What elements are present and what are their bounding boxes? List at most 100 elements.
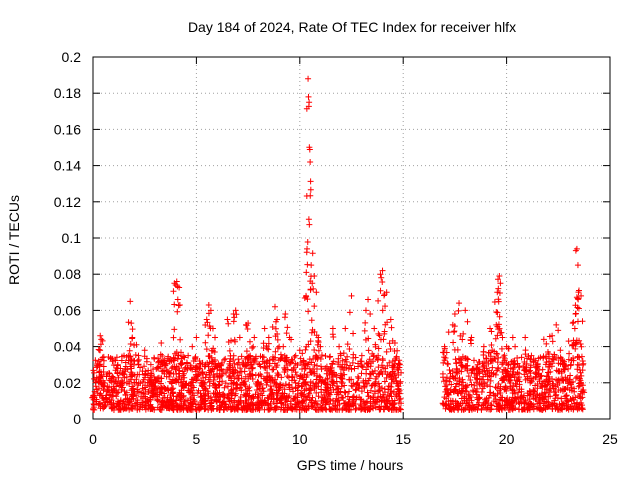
data-point [517, 394, 524, 401]
data-point [96, 368, 103, 375]
data-point [494, 289, 501, 296]
data-point [237, 381, 244, 388]
data-point [198, 369, 205, 376]
data-point [507, 385, 514, 392]
data-point [497, 280, 504, 287]
data-point [458, 357, 465, 364]
data-point [493, 403, 500, 410]
data-point [489, 364, 496, 371]
data-point [188, 379, 195, 386]
data-points [89, 75, 588, 413]
data-point [265, 395, 272, 402]
data-point [170, 354, 177, 361]
data-point [462, 355, 469, 362]
data-point [511, 395, 518, 402]
data-point [303, 293, 310, 300]
data-point [138, 399, 145, 406]
data-point [372, 343, 379, 350]
data-point [287, 359, 294, 366]
data-point [580, 386, 587, 393]
data-point [328, 376, 335, 383]
data-point [94, 363, 101, 370]
data-point [196, 365, 203, 372]
data-point [381, 328, 388, 335]
data-point [502, 384, 509, 391]
data-point [261, 364, 268, 371]
y-tick-label: 0.18 [54, 85, 81, 101]
data-point [321, 379, 328, 386]
data-point [526, 387, 533, 394]
data-point [525, 368, 532, 375]
data-point [296, 375, 303, 382]
data-point [559, 401, 566, 408]
data-point [498, 345, 505, 352]
data-point [492, 355, 499, 362]
data-point [167, 356, 174, 363]
data-point [564, 405, 571, 412]
data-point [526, 406, 533, 413]
data-point [357, 406, 364, 413]
data-point [371, 390, 378, 397]
data-point [127, 376, 134, 383]
data-point [192, 371, 199, 378]
data-point [299, 350, 306, 357]
data-point [126, 347, 133, 354]
data-point [391, 339, 398, 346]
data-point [306, 396, 313, 403]
data-point [482, 371, 489, 378]
data-point [180, 400, 187, 407]
data-point [474, 406, 481, 413]
y-tick-label: 0 [73, 411, 81, 427]
data-point [307, 158, 314, 165]
data-point [361, 327, 368, 334]
y-tick-label: 0.04 [54, 339, 81, 355]
data-point [221, 392, 228, 399]
data-point [353, 386, 360, 393]
data-point [282, 366, 289, 373]
data-point [462, 307, 469, 314]
data-point [176, 373, 183, 380]
data-point [383, 348, 390, 355]
data-point [240, 361, 247, 368]
data-point [281, 393, 288, 400]
data-point [391, 370, 398, 377]
data-point [141, 363, 148, 370]
data-point [269, 376, 276, 383]
data-point [394, 347, 401, 354]
data-point [121, 374, 128, 381]
data-point [305, 341, 312, 348]
data-point [487, 325, 494, 332]
data-point [307, 186, 314, 193]
data-point [269, 323, 276, 330]
data-point [545, 393, 552, 400]
data-point [302, 406, 309, 413]
data-point [222, 380, 229, 387]
data-point [358, 352, 365, 359]
data-point [576, 354, 583, 361]
data-point [329, 382, 336, 389]
data-point [275, 357, 282, 364]
data-point [574, 262, 581, 269]
data-point [92, 357, 99, 364]
data-point [490, 371, 497, 378]
data-point [302, 346, 309, 353]
data-point [197, 405, 204, 412]
data-point [249, 364, 256, 371]
data-point [128, 402, 135, 409]
data-point [318, 352, 325, 359]
data-point [286, 392, 293, 399]
data-point [576, 337, 583, 344]
data-point [307, 286, 314, 293]
data-point [201, 392, 208, 399]
data-point [325, 381, 332, 388]
data-point [148, 380, 155, 387]
data-point [155, 358, 162, 365]
data-point [396, 396, 403, 403]
data-point [378, 362, 385, 369]
data-point [194, 389, 201, 396]
data-point [151, 354, 158, 361]
data-point [301, 393, 308, 400]
data-point [578, 292, 585, 299]
data-point [531, 388, 538, 395]
